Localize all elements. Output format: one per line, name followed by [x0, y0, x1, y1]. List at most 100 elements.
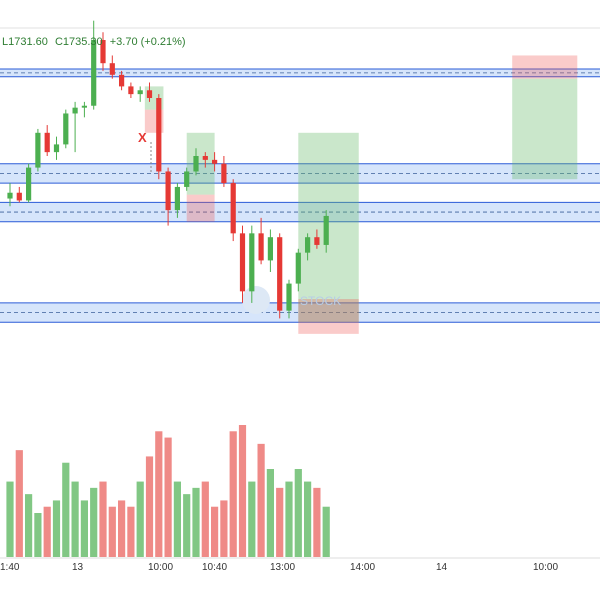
- volume-bar-29: [276, 487, 284, 557]
- volume-bar-24: [229, 431, 237, 557]
- candle-7: [72, 107, 78, 114]
- candle-2: [26, 167, 32, 201]
- volume-bar-17: [164, 437, 172, 557]
- x-tick-label-6: 14: [436, 562, 448, 573]
- volume-bar-9: [90, 487, 98, 557]
- volume-bar-20: [192, 487, 200, 557]
- x-tick-label-2: 10:00: [148, 562, 173, 573]
- volume-bar-18: [173, 481, 181, 557]
- volume-bar-22: [211, 506, 219, 557]
- candle-13: [128, 86, 134, 95]
- volume-bar-1: [15, 450, 23, 557]
- ohlc-readout: L1731.60 C1735.30 +3.70 (+0.21%): [2, 36, 190, 48]
- volume-bar-28: [266, 469, 274, 557]
- volume-bar-12: [118, 500, 126, 557]
- candle-14: [137, 90, 143, 95]
- trade-box-profit-7: [512, 78, 578, 180]
- volume-bar-21: [201, 481, 209, 557]
- x-tick-label-0: 1:40: [0, 562, 20, 573]
- zones-layer: [0, 68, 600, 323]
- candle-3: [35, 132, 41, 168]
- volume-bar-34: [322, 506, 330, 557]
- volume-bar-10: [99, 481, 107, 557]
- candle-25: [239, 233, 246, 292]
- zone-1: [0, 163, 600, 184]
- candle-0: [7, 192, 13, 199]
- candle-10: [100, 40, 106, 64]
- ohlc-close: C1735.30: [54, 36, 103, 48]
- volume-bar-14: [136, 481, 144, 557]
- volume-bar-5: [52, 500, 61, 557]
- x-tick-label-5: 14:00: [350, 562, 375, 573]
- candle-32: [305, 237, 311, 253]
- volume-bar-13: [127, 506, 135, 557]
- volume-bar-19: [183, 494, 191, 557]
- x-axis: 1:40 13 10:00 10:40 13:00 14:00 14 10:00: [0, 562, 558, 573]
- volume-bar-2: [25, 494, 33, 557]
- candle-26: [249, 233, 255, 292]
- volume-bar-15: [145, 456, 154, 557]
- volume-layer: [6, 425, 330, 557]
- x-tick-label-3: 10:40: [202, 562, 227, 573]
- candle-8: [81, 105, 87, 108]
- volume-bar-30: [285, 481, 293, 557]
- volume-bar-31: [294, 469, 302, 557]
- x-tick-label-1: 13: [72, 562, 84, 573]
- candle-5: [53, 144, 60, 153]
- volume-bar-33: [313, 487, 321, 557]
- watermark: STOCK: [300, 294, 341, 308]
- volume-bar-11: [108, 506, 116, 557]
- candle-29: [277, 237, 283, 311]
- trade-box-loss-6: [512, 55, 578, 79]
- candle-27: [258, 233, 264, 261]
- candle-15: [146, 90, 153, 98]
- x-tick-label-7: 10:00: [533, 562, 558, 573]
- volume-bar-25: [238, 425, 247, 557]
- candle-11: [109, 63, 115, 75]
- volume-bar-7: [71, 481, 79, 557]
- candle-4: [44, 132, 50, 153]
- volume-bar-3: [34, 513, 42, 557]
- ohlc-change: +3.70 (+0.21%): [109, 36, 186, 48]
- candle-16: [156, 98, 162, 172]
- volume-bar-16: [155, 431, 163, 557]
- watermark-logo: [242, 286, 270, 314]
- x-tick-label-4: 13:00: [270, 562, 295, 573]
- candle-23: [221, 163, 227, 184]
- candle-34: [323, 215, 329, 245]
- candles-layer: [7, 20, 329, 319]
- candle-12: [119, 74, 125, 87]
- trade-boxes-layer: [144, 55, 578, 334]
- candle-1: [16, 192, 22, 201]
- ohlc-low: L1731.60: [2, 36, 48, 48]
- trade-box-loss-5: [298, 299, 359, 334]
- candle-18: [174, 186, 180, 211]
- candle-33: [314, 237, 320, 245]
- volume-bar-27: [257, 443, 265, 557]
- trade-box-loss-3: [186, 194, 215, 222]
- candle-17: [165, 171, 171, 211]
- volume-bar-0: [6, 481, 14, 557]
- volume-bar-8: [80, 500, 88, 557]
- candle-24: [230, 183, 236, 234]
- volume-bar-32: [304, 481, 312, 557]
- candle-19: [184, 171, 190, 187]
- zone-0: [0, 69, 600, 77]
- candle-21: [202, 156, 208, 160]
- zone-2: [0, 202, 600, 222]
- candle-22: [212, 159, 218, 164]
- zone-3: [0, 302, 600, 323]
- trade-box-profit-2: [186, 132, 215, 195]
- volume-bar-23: [220, 500, 228, 557]
- trade-marker: X: [138, 130, 147, 145]
- candle-28: [267, 237, 273, 261]
- volume-bar-26: [248, 481, 256, 557]
- candle-30: [286, 283, 292, 311]
- volume-bar-4: [43, 506, 51, 557]
- candle-31: [295, 252, 301, 284]
- candle-6: [63, 113, 69, 145]
- candle-9: [91, 40, 97, 106]
- candle-20: [193, 156, 199, 172]
